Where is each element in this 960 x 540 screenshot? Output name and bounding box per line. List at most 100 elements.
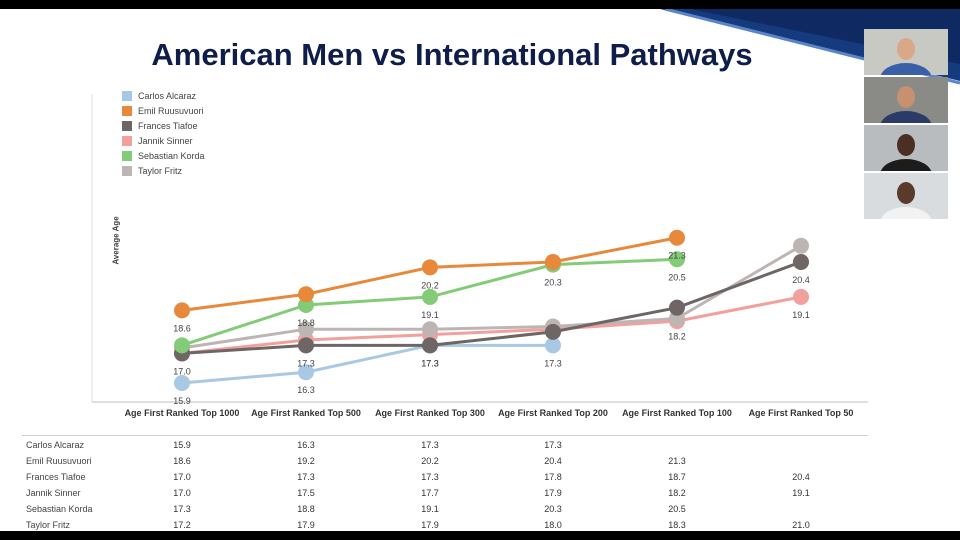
legend-swatch (122, 135, 132, 146)
chart-legend: Carlos Alcaraz Emil Ruusuvuori Frances Tia… (122, 88, 205, 178)
data-point-carlos-alcaraz[interactable] (174, 375, 190, 391)
table-cell: 17.2 (173, 520, 191, 530)
legend-item[interactable]: Sebastian Korda (122, 148, 205, 163)
table-cell: 17.8 (544, 472, 562, 482)
data-label-emil-ruusuvuori: 18.6 (173, 323, 191, 333)
data-point-frances-tiafoe[interactable] (422, 337, 438, 354)
data-point-frances-tiafoe[interactable] (669, 299, 685, 316)
table-cell: 21.3 (668, 456, 686, 466)
data-point-carlos-alcaraz[interactable] (298, 364, 314, 381)
x-axis-category: Age First Ranked Top 200 (498, 408, 608, 418)
legend-item[interactable]: Carlos Alcaraz (122, 88, 205, 103)
legend-label: Frances Tiafoe (138, 120, 198, 131)
table-cell: 20.3 (544, 504, 562, 514)
table-row-label: Frances Tiafoe (26, 472, 86, 482)
data-label-carlos-alcaraz: 17.3 (544, 358, 562, 368)
table-cell: 17.9 (421, 520, 439, 530)
chart-series-layer (174, 229, 809, 391)
x-axis-category: Age First Ranked Top 500 (251, 408, 361, 418)
table-cell: 17.3 (297, 472, 315, 482)
legend-item[interactable]: Taylor Fritz (122, 163, 205, 178)
participant-video-tile[interactable] (864, 29, 948, 75)
x-axis-category: Age First Ranked Top 100 (622, 408, 732, 418)
table-cell: 21.0 (792, 520, 810, 530)
slide-title: American Men vs International Pathways (151, 37, 753, 72)
legend-swatch (122, 105, 132, 116)
legend-swatch (122, 90, 132, 101)
table-cell: 20.4 (792, 472, 810, 482)
data-point-emil-ruusuvuori[interactable] (545, 253, 561, 270)
participant-video-tile[interactable] (864, 125, 948, 171)
legend-item[interactable]: Frances Tiafoe (122, 118, 205, 133)
table-cell: 17.9 (544, 488, 562, 498)
participant-avatar (880, 134, 932, 171)
table-row-label: Jannik Sinner (26, 488, 81, 498)
table-cell: 17.3 (173, 504, 191, 514)
table-cell: 18.2 (668, 488, 686, 498)
table-cell: 17.5 (297, 488, 315, 498)
data-point-frances-tiafoe[interactable] (298, 337, 314, 354)
table-cell: 18.3 (668, 520, 686, 530)
participant-video-tile[interactable] (864, 173, 948, 219)
data-point-frances-tiafoe[interactable] (793, 253, 809, 270)
table-cell: 19.1 (421, 504, 439, 514)
data-point-taylor-fritz[interactable] (793, 237, 809, 254)
table-top-border (22, 435, 868, 436)
legend-label: Emil Ruusuvuori (138, 105, 204, 116)
data-point-frances-tiafoe[interactable] (545, 323, 561, 340)
data-label-emil-ruusuvuori: 20.2 (421, 280, 439, 290)
table-cell: 16.3 (297, 440, 315, 450)
legend-label: Carlos Alcaraz (138, 90, 197, 101)
legend-swatch (122, 165, 132, 176)
data-label-frances-tiafoe: 17.0 (173, 366, 191, 376)
data-label-sebastian-korda: 18.8 (297, 318, 315, 328)
series-line-frances-tiafoe (181, 260, 802, 355)
table-cell: 18.0 (544, 520, 562, 530)
table-row-label: Sebastian Korda (26, 504, 93, 514)
y-axis-label: Average Age (111, 216, 121, 265)
legend-label: Taylor Fritz (138, 165, 183, 176)
legend-swatch (122, 120, 132, 131)
data-label-sebastian-korda: 19.1 (421, 310, 439, 320)
x-axis-category: Age First Ranked Top 300 (375, 408, 485, 418)
table-cell: 18.8 (297, 504, 315, 514)
data-label-frances-tiafoe: 17.3 (297, 358, 315, 368)
legend-item[interactable]: Emil Ruusuvuori (122, 103, 205, 118)
data-label-carlos-alcaraz: 15.9 (173, 396, 191, 406)
table-cell: 19.1 (792, 488, 810, 498)
table-cell: 19.2 (297, 456, 315, 466)
data-point-carlos-alcaraz[interactable] (545, 337, 561, 354)
participant-video-tile[interactable] (864, 77, 948, 123)
table-cell: 17.0 (173, 472, 191, 482)
data-point-taylor-fritz[interactable] (422, 321, 438, 338)
data-point-emil-ruusuvuori[interactable] (298, 286, 314, 303)
data-point-emil-ruusuvuori[interactable] (174, 302, 190, 319)
data-point-sebastian-korda[interactable] (174, 337, 190, 354)
data-label-sebastian-korda: 20.3 (544, 278, 562, 288)
data-point-jannik-sinner[interactable] (793, 288, 809, 305)
data-label-emil-ruusuvuori: 21.3 (668, 251, 686, 261)
data-label-frances-tiafoe: 17.3 (421, 358, 439, 368)
participant-avatar (880, 86, 932, 123)
data-label-frances-tiafoe: 20.4 (792, 275, 810, 285)
data-point-emil-ruusuvuori[interactable] (422, 259, 438, 276)
x-axis-category: Age First Ranked Top 1000 (124, 408, 240, 418)
table-cell: 17.7 (421, 488, 439, 498)
legend-item[interactable]: Jannik Sinner (122, 133, 205, 148)
data-point-sebastian-korda[interactable] (669, 251, 685, 268)
series-line-taylor-fritz (181, 244, 802, 350)
x-axis-category: Age First Ranked Top 50 (748, 408, 854, 418)
legend-label: Sebastian Korda (138, 150, 205, 161)
table-cell: 15.9 (173, 440, 191, 450)
participant-avatar (880, 38, 932, 75)
legend-swatch (122, 150, 132, 161)
data-point-sebastian-korda[interactable] (422, 288, 438, 305)
table-cell: 17.0 (173, 488, 191, 498)
table-row-label: Emil Ruusuvuori (26, 456, 92, 466)
table-cell: 18.7 (668, 472, 686, 482)
series-line-carlos-alcaraz (181, 343, 553, 385)
data-point-taylor-fritz[interactable] (298, 321, 314, 338)
data-point-emil-ruusuvuori[interactable] (669, 229, 685, 246)
chart-data-labels: 15.916.317.3 17.319.118.217.017.3 17.320.4… (173, 251, 810, 406)
